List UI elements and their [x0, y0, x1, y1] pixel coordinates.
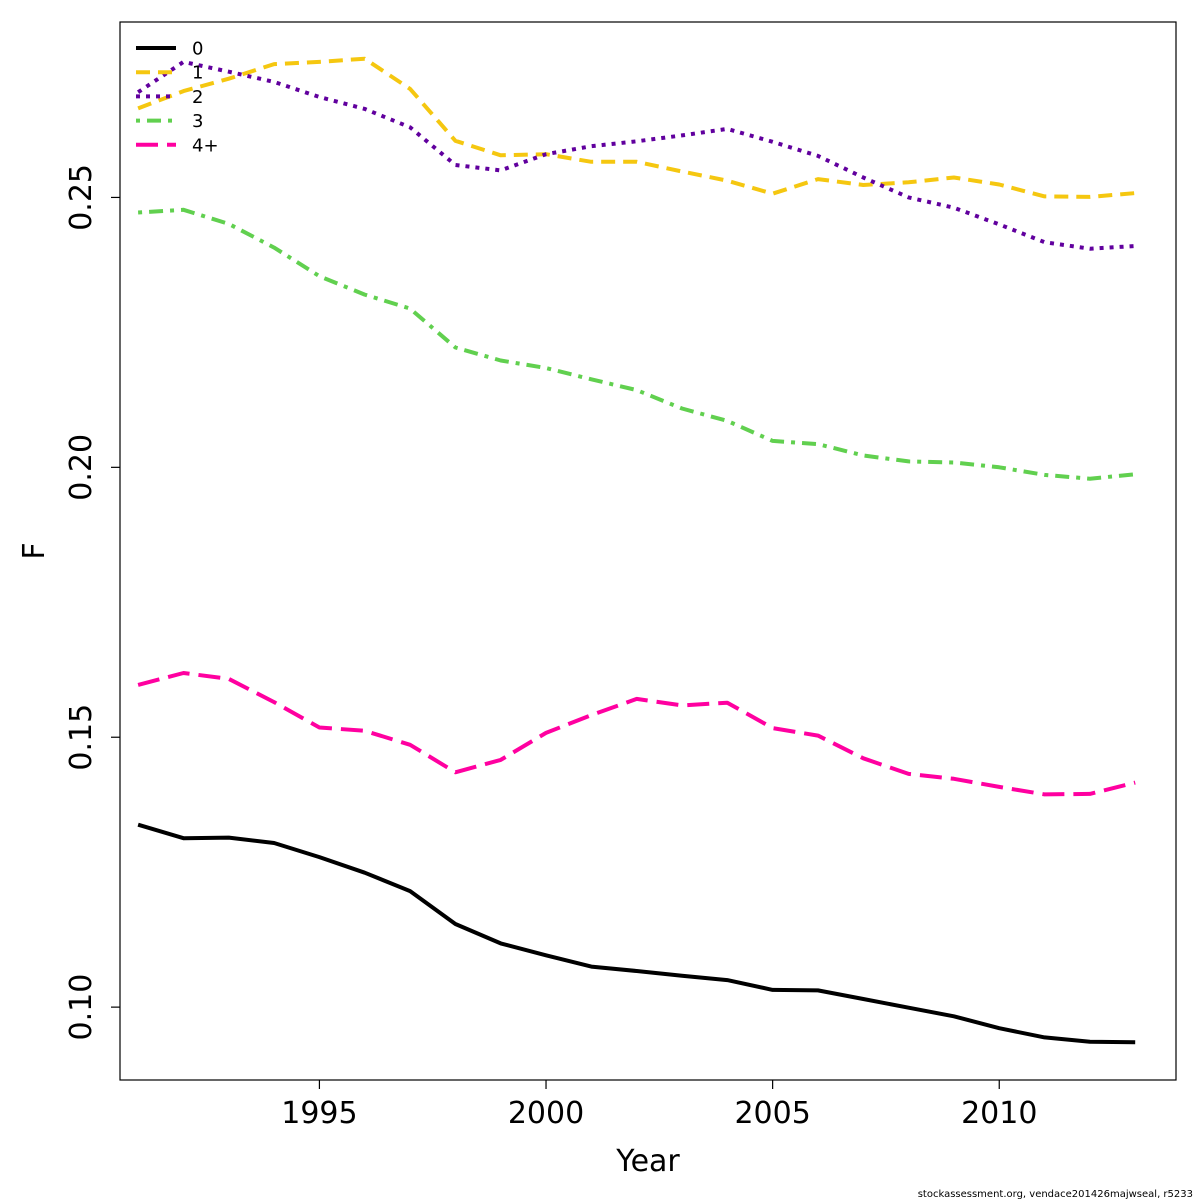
legend-label-4: 4+ — [192, 135, 219, 156]
series-line-0 — [137, 822, 1136, 1045]
x-tick-label: 1995 — [281, 1096, 357, 1131]
legend: 0 1 2 3 4+ — [136, 39, 219, 156]
series-line-3 — [137, 207, 1136, 481]
plot-frame — [119, 21, 1177, 1081]
y-tick-label: 0.25 — [64, 164, 99, 231]
y-tick-label: 0.15 — [64, 704, 99, 771]
series-line-1 — [137, 56, 1136, 199]
y-tick-label: 0.20 — [64, 434, 99, 501]
y-tick-label: 0.10 — [64, 974, 99, 1041]
y-axis-title: F — [17, 542, 52, 559]
legend-label-2: 2 — [192, 87, 203, 108]
x-tick-label: 2000 — [508, 1096, 584, 1131]
series-layer — [136, 56, 1136, 1045]
x-axis: 1995 2000 2005 2010 — [281, 1080, 1037, 1131]
y-axis: 0.10 0.15 0.20 0.25 — [64, 164, 120, 1040]
x-tick-label: 2005 — [734, 1096, 810, 1131]
series-line-4 — [137, 671, 1136, 797]
x-tick-label: 2010 — [961, 1096, 1037, 1131]
legend-label-0: 0 — [192, 39, 203, 60]
x-axis-title: Year — [615, 1144, 680, 1179]
footnote: stockassessment.org, vendace201426majwse… — [918, 1189, 1193, 1200]
series-line-2 — [136, 59, 1136, 251]
legend-label-3: 3 — [192, 111, 203, 132]
legend-label-1: 1 — [192, 63, 203, 84]
